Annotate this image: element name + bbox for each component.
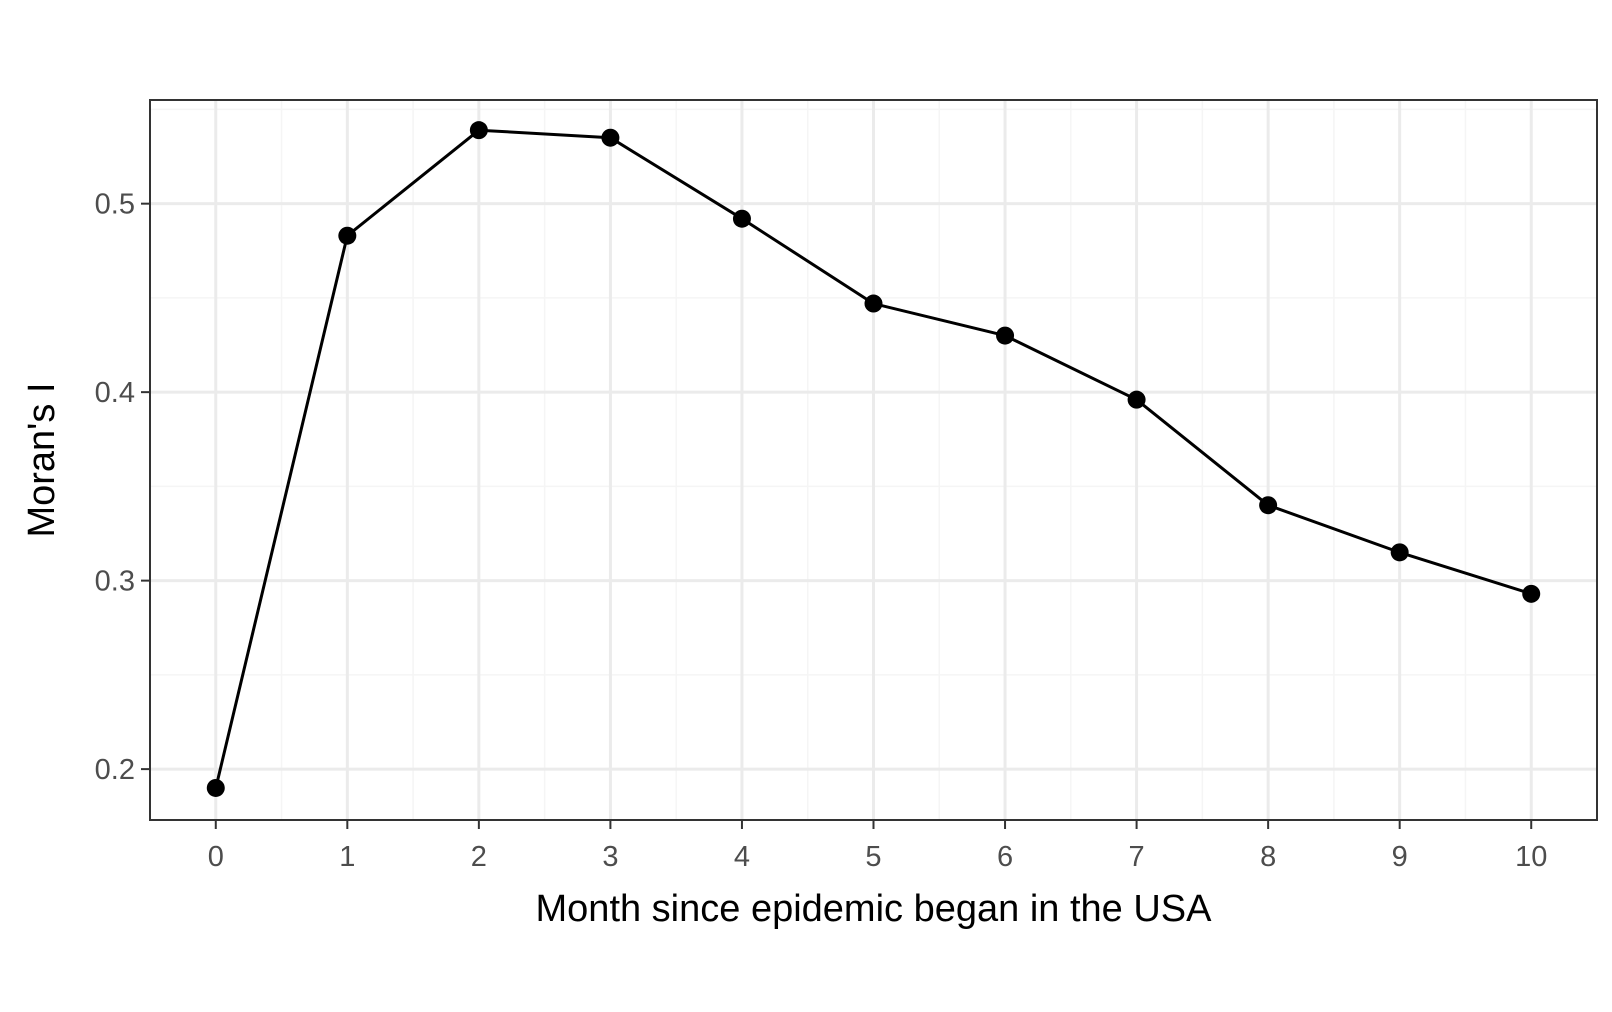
x-tick-label: 3 xyxy=(602,841,618,873)
data-point xyxy=(732,209,751,228)
data-point xyxy=(996,326,1015,345)
data-point xyxy=(1522,584,1541,603)
x-tick-label: 8 xyxy=(1260,841,1276,873)
series-layer xyxy=(206,121,1541,797)
data-point xyxy=(469,121,488,140)
y-axis-title: Moran's I xyxy=(21,382,63,537)
x-tick-label: 4 xyxy=(734,841,750,873)
x-tick-label: 10 xyxy=(1515,841,1547,873)
y-tick-label: 0.5 xyxy=(95,189,135,221)
data-point xyxy=(1127,390,1146,409)
x-axis: 0 1 2 3 4 5 6 7 8 9 10 xyxy=(208,820,1547,873)
y-tick-label: 0.4 xyxy=(95,377,135,409)
data-point xyxy=(1259,496,1278,515)
y-axis: 0.2 0.3 0.4 0.5 xyxy=(95,189,150,786)
x-axis-title: Month since epidemic began in the USA xyxy=(536,888,1213,930)
x-tick-label: 1 xyxy=(339,841,355,873)
x-tick-label: 6 xyxy=(997,841,1013,873)
y-tick-label: 0.2 xyxy=(95,754,135,786)
data-point xyxy=(864,294,883,313)
x-tick-label: 5 xyxy=(865,841,881,873)
x-tick-label: 9 xyxy=(1392,841,1408,873)
x-tick-label: 0 xyxy=(208,841,224,873)
data-point xyxy=(338,226,357,245)
x-tick-label: 2 xyxy=(471,841,487,873)
data-point xyxy=(1390,543,1409,562)
data-point xyxy=(206,778,225,797)
x-tick-label: 7 xyxy=(1129,841,1145,873)
data-point xyxy=(601,128,620,147)
y-tick-label: 0.3 xyxy=(95,566,135,598)
